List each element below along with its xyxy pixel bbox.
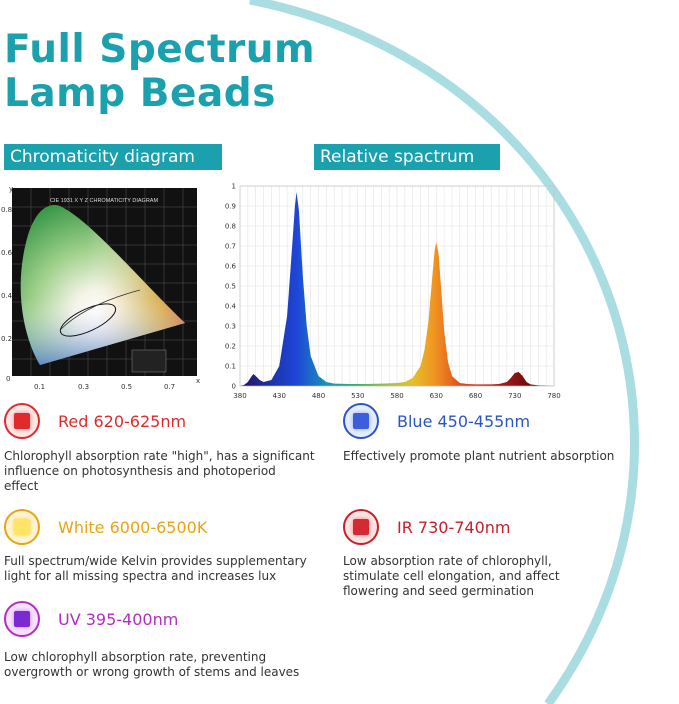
- plot-frame: [239, 185, 555, 387]
- cie-y-tick: 0.4: [1, 292, 13, 300]
- cie-x-tick: 0.7: [164, 383, 175, 391]
- red-desc-line: influence on photosynthesis and photoper…: [4, 464, 276, 478]
- x-tick-label: 630: [430, 392, 443, 400]
- cie-y-tick: 0.2: [1, 335, 12, 343]
- cie-header: CIE 1931 X Y Z CHROMATICITY DIAGRAM: [50, 198, 159, 204]
- red-description: Chlorophyll absorption rate "high", has …: [4, 449, 334, 494]
- blue-description: Effectively promote plant nutrient absor…: [343, 449, 663, 464]
- cie-y-tick: 0: [6, 375, 10, 383]
- blue-led-icon: [343, 403, 379, 439]
- white-desc-line: Full spectrum/wide Kelvin provides suppl…: [4, 554, 307, 568]
- chromaticity-tag: Chromaticity diagram: [4, 144, 222, 170]
- x-tick-label: 430: [273, 392, 286, 400]
- white-title: White 6000-6500K: [58, 517, 208, 537]
- red-item: Red 620-625nm: [4, 403, 186, 439]
- y-tick-label: 1: [232, 183, 236, 191]
- ir-description: Low absorption rate of chlorophyll, stim…: [343, 554, 663, 599]
- red-desc-line: Chlorophyll absorption rate "high", has …: [4, 449, 315, 463]
- red-led-icon: [4, 403, 40, 439]
- x-tick-label: 380: [233, 392, 246, 400]
- ir-desc-line: stimulate cell elongation, and affect: [343, 569, 560, 583]
- uv-led-icon: [4, 601, 40, 637]
- y-tick-label: 0.6: [225, 263, 237, 271]
- x-tick-label: 730: [508, 392, 521, 400]
- uv-item: UV 395-400nm: [4, 601, 178, 637]
- blue-desc-line: Effectively promote plant nutrient absor…: [343, 449, 615, 463]
- spectrum-area: [240, 192, 554, 386]
- uv-description: Low chlorophyll absorption rate, prevent…: [4, 650, 334, 680]
- y-tick-label: 0.1: [225, 363, 236, 371]
- y-tick-label: 0.9: [225, 203, 236, 211]
- cie-y-label: y: [9, 185, 13, 193]
- cie-y-tick: 0.8: [1, 206, 12, 214]
- spectrum-tag: Relative spactrum: [314, 144, 500, 170]
- x-tick-label: 480: [312, 392, 325, 400]
- ir-desc-line: Low absorption rate of chlorophyll,: [343, 554, 552, 568]
- spectrum-chart: 0 0.1 0.2 0.3 0.4 0.5 0.6 0.7 0.8 0.9 1 380 430 480 53…: [225, 183, 561, 401]
- blue-item: Blue 450-455nm: [343, 403, 530, 439]
- ir-desc-line: flowering and seed germination: [343, 584, 534, 598]
- x-tick-label: 580: [390, 392, 403, 400]
- cie-x-tick: 0.3: [78, 383, 89, 391]
- title-line-2: Lamp Beads: [4, 71, 276, 116]
- cie-diagram: CIE 1931 X Y Z CHROMATICITY DIAGRAM y x …: [1, 185, 200, 391]
- ir-led-icon: [343, 509, 379, 545]
- x-tick-label: 780: [547, 392, 560, 400]
- title-line-1: Full Spectrum: [4, 27, 316, 72]
- ir-item: IR 730-740nm: [343, 509, 511, 545]
- x-tick-label: 680: [469, 392, 482, 400]
- cie-x-tick: 0.5: [121, 383, 132, 391]
- uv-desc-line: Low chlorophyll absorption rate, prevent…: [4, 650, 267, 664]
- cie-x-label: x: [196, 377, 200, 385]
- y-tick-label: 0: [232, 383, 236, 391]
- x-tick-label: 530: [351, 392, 364, 400]
- y-tick-label: 0.4: [225, 303, 237, 311]
- y-tick-label: 0.2: [225, 343, 236, 351]
- uv-title: UV 395-400nm: [58, 609, 179, 629]
- white-desc-line: light for all missing spectra and increa…: [4, 569, 277, 583]
- y-tick-label: 0.8: [225, 223, 236, 231]
- uv-desc-line: overgrowth or wrong growth of stems and …: [4, 665, 300, 679]
- red-title: Red 620-625nm: [58, 411, 187, 431]
- ir-title: IR 730-740nm: [397, 517, 511, 537]
- white-description: Full spectrum/wide Kelvin provides suppl…: [4, 554, 334, 584]
- red-desc-line: effect: [4, 479, 39, 493]
- y-tick-label: 0.5: [225, 283, 236, 291]
- cie-y-tick: 0.6: [1, 249, 13, 257]
- y-tick-label: 0.3: [225, 323, 236, 331]
- page-title: Full Spectrum Lamp Beads: [4, 28, 315, 116]
- white-item: White 6000-6500K: [4, 509, 207, 545]
- white-led-icon: [4, 509, 40, 545]
- cie-x-tick: 0.1: [34, 383, 45, 391]
- y-tick-label: 0.7: [225, 243, 236, 251]
- blue-title: Blue 450-455nm: [397, 411, 531, 431]
